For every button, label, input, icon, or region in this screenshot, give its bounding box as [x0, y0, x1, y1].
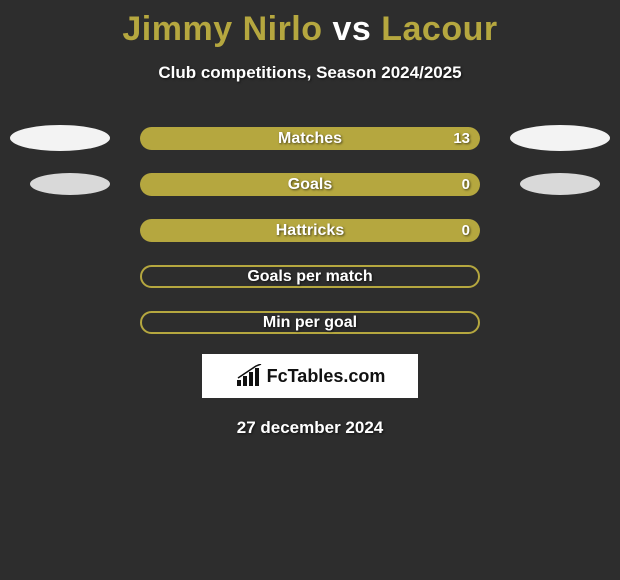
player1-name: Jimmy Nirlo [122, 10, 322, 48]
stat-label: Hattricks [276, 222, 344, 240]
stat-label: Goals [288, 176, 332, 194]
stat-bar: Matches 13 [140, 127, 480, 150]
stat-row: Goals 0 [0, 173, 620, 196]
stat-row: Min per goal [0, 311, 620, 334]
stats-container: Matches 13 Goals 0 Hattricks 0 Goals per match… [0, 127, 620, 334]
stat-bar: Min per goal [140, 311, 480, 334]
stat-label: Goals per match [247, 268, 372, 286]
stat-row: Goals per match [0, 265, 620, 288]
stat-row: Hattricks 0 [0, 219, 620, 242]
stat-bar: Goals per match [140, 265, 480, 288]
logo-text: FcTables.com [267, 366, 386, 387]
vs-text: vs [332, 10, 371, 48]
stat-value: 0 [462, 222, 470, 239]
subtitle: Club competitions, Season 2024/2025 [0, 63, 620, 83]
stat-value: 0 [462, 176, 470, 193]
ellipse-right [510, 125, 610, 151]
stat-label: Matches [278, 130, 342, 148]
ellipse-left [30, 173, 110, 195]
stat-bar: Hattricks 0 [140, 219, 480, 242]
logo-chart-icon [235, 364, 263, 388]
date-text: 27 december 2024 [0, 418, 620, 438]
logo-box[interactable]: FcTables.com [202, 354, 418, 398]
player2-name: Lacour [381, 10, 497, 48]
ellipse-right [520, 173, 600, 195]
page-title: Jimmy Nirlo vs Lacour [0, 0, 620, 49]
stat-row: Matches 13 [0, 127, 620, 150]
stat-label: Min per goal [263, 314, 357, 332]
stat-bar: Goals 0 [140, 173, 480, 196]
stat-value: 13 [453, 130, 470, 147]
ellipse-left [10, 125, 110, 151]
